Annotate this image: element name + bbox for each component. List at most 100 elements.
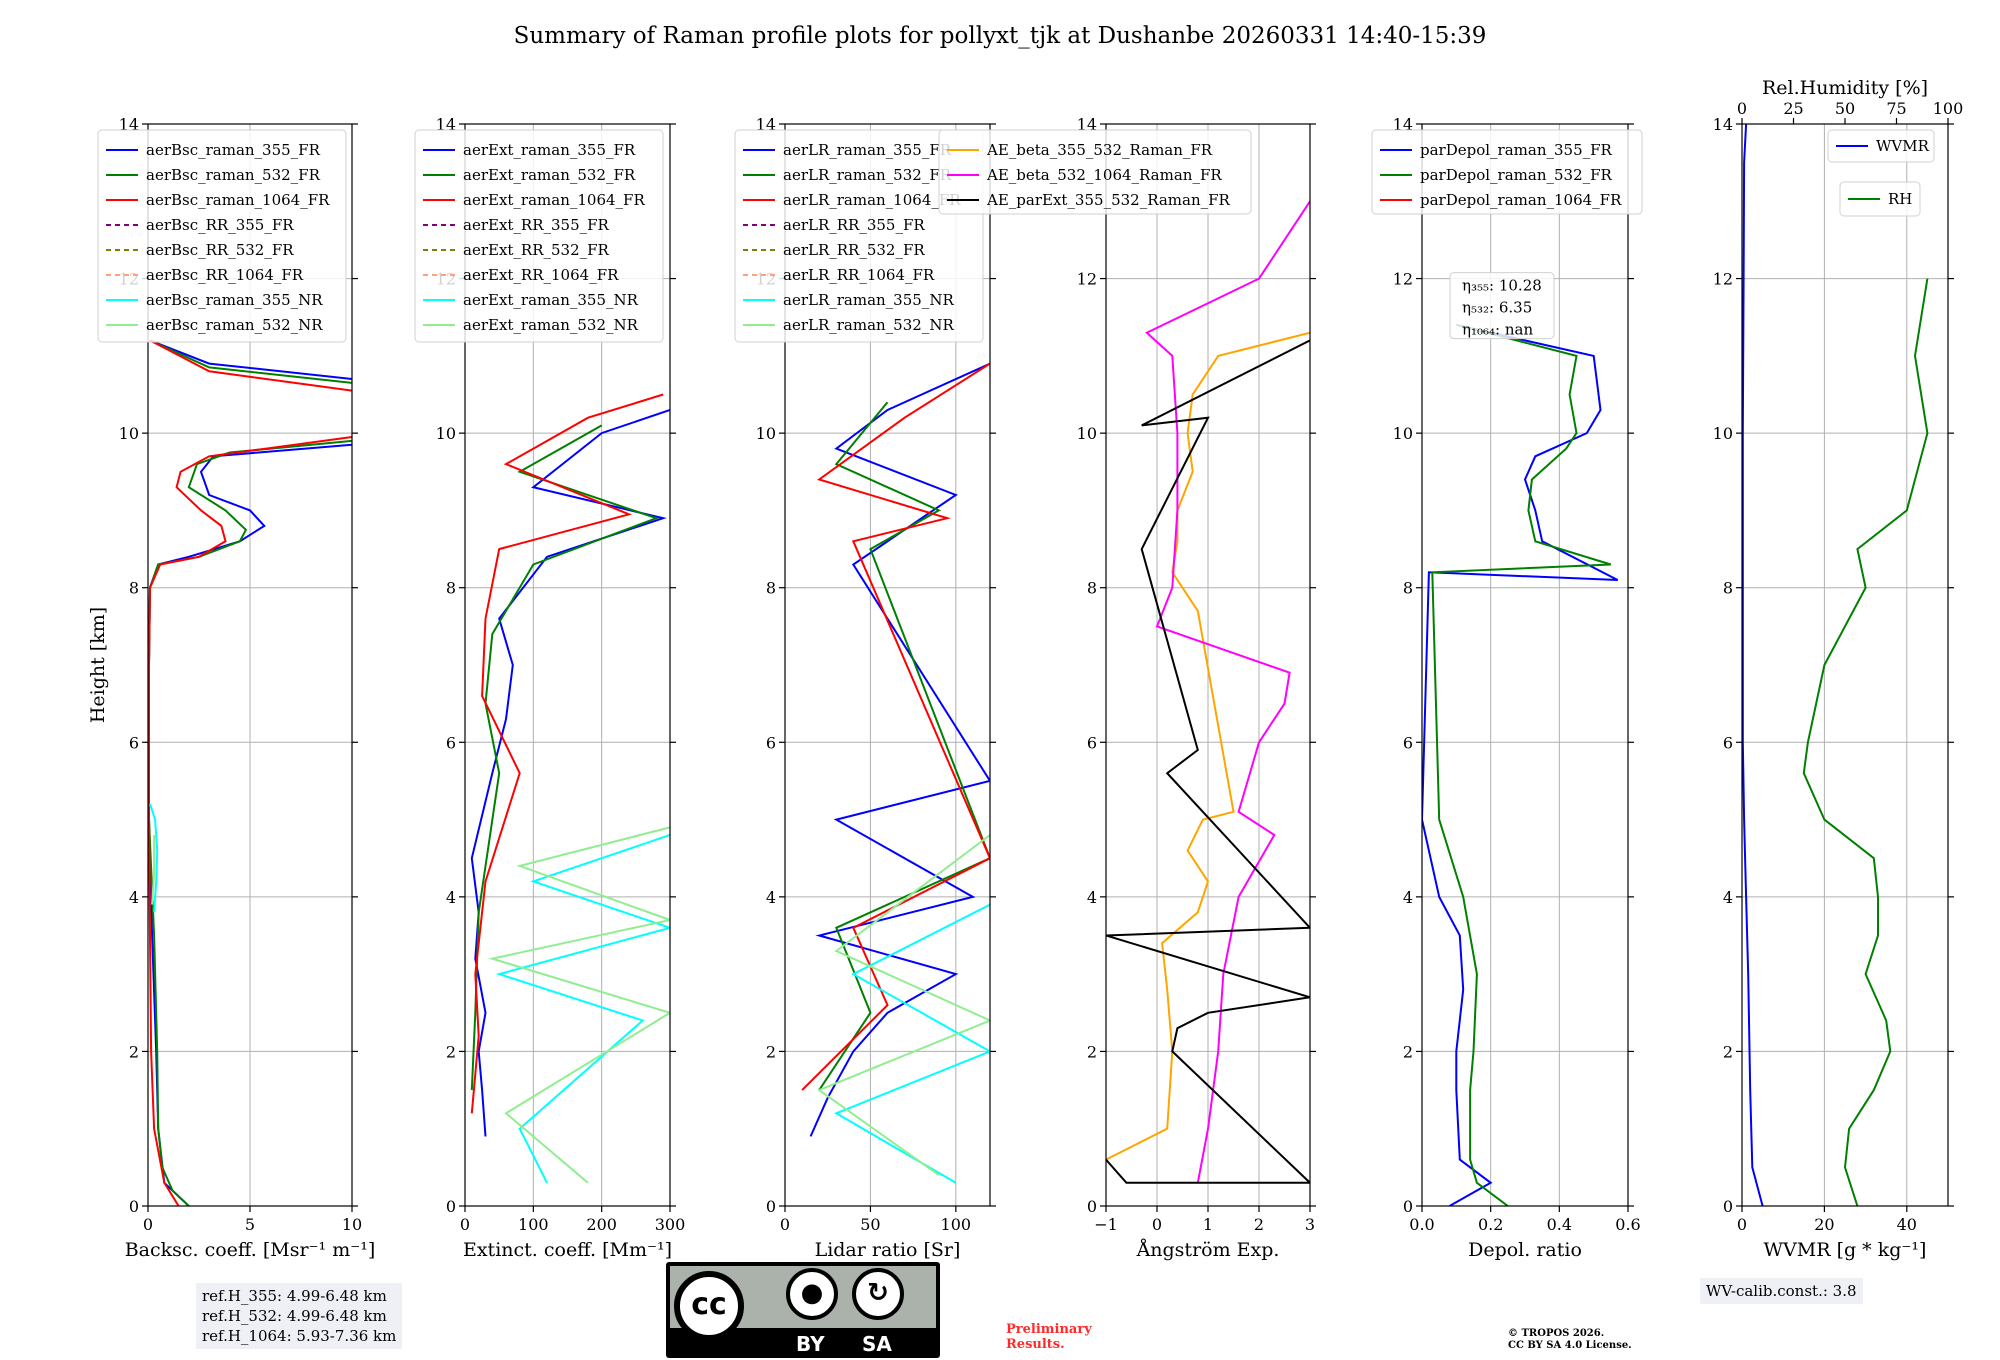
legend-label: aerExt_raman_355_FR: [463, 141, 636, 159]
x-tick-label: 0: [780, 1215, 790, 1234]
copyright-line-1: © TROPOS 2026.: [1508, 1328, 1605, 1339]
preliminary-note: Preliminary Results.: [1006, 1322, 1092, 1352]
x-tick-label: 0: [143, 1215, 153, 1234]
y-tick-label: 0: [1723, 1197, 1733, 1216]
axes-frame: [464, 123, 671, 1207]
x-axis-label: WVMR [g * kg⁻¹]: [1764, 1239, 1927, 1261]
y-tick-label: 8: [1087, 579, 1097, 598]
legend-label: aerBsc_RR_355_FR: [146, 216, 294, 234]
y-tick-label: 8: [129, 579, 139, 598]
legend-label: aerLR_raman_355_NR: [783, 291, 954, 309]
y-tick-label: 4: [1087, 888, 1097, 907]
series-group: [1742, 124, 1929, 1206]
x-tick-label: 0.0: [1409, 1215, 1434, 1234]
y-tick-label: 10: [1077, 424, 1097, 443]
cc-license-badge[interactable]: cc ● ↻ BY SA: [666, 1262, 940, 1358]
x-axis-label: Backsc. coeff. [Msr⁻¹ m⁻¹]: [125, 1239, 376, 1261]
y-tick-label: 6: [1723, 733, 1733, 752]
eta-annotation-box: [1449, 272, 1555, 340]
legend-label: aerBsc_raman_1064_FR: [146, 191, 330, 209]
series-line-aerExt_raman_532_FR: [470, 424, 660, 1091]
share-alike-icon: ↻: [852, 1268, 904, 1320]
y-tick-label: 8: [1403, 579, 1413, 598]
y-tick-label: 14: [1713, 115, 1733, 134]
legend-label: aerBsc_RR_1064_FR: [146, 266, 304, 284]
series-line-aerExt_raman_355_NR: [495, 834, 670, 1184]
y-axis-label: Height [km]: [87, 607, 109, 723]
series-line-RH: [1802, 278, 1929, 1206]
y-tick-label: 4: [1403, 888, 1413, 907]
legend-label: aerExt_RR_355_FR: [463, 216, 610, 234]
legend-label: aerExt_RR_532_FR: [463, 241, 610, 259]
y-tick-label: 6: [129, 733, 139, 752]
y-tick-label: 6: [1087, 733, 1097, 752]
y-tick-label: 10: [1393, 424, 1413, 443]
series-line-aerExt_raman_355_FR: [470, 409, 670, 1137]
y-tick-label: 8: [1723, 579, 1733, 598]
top-x-tick-label: 75: [1886, 99, 1906, 118]
legend-box: [97, 129, 347, 343]
legend-label: aerExt_raman_1064_FR: [463, 191, 645, 209]
figure-title: Summary of Raman profile plots for polly…: [514, 23, 1487, 49]
legend-label: RH: [1888, 190, 1912, 208]
cc-sa-label: SA: [862, 1332, 892, 1356]
panel-lidar_ratio: 02468101214050100Lidar ratio [Sr]aerLR_r…: [734, 115, 996, 1261]
y-tick-label: 8: [446, 579, 456, 598]
series-line-upper-aerBsc_raman_532_FR: [149, 339, 352, 384]
x-axis-label: Lidar ratio [Sr]: [815, 1239, 961, 1261]
x-tick-label: 3: [1305, 1215, 1315, 1234]
series-line-aerLR_raman_355_FR: [809, 362, 990, 1137]
legend-label: aerLR_RR_532_FR: [783, 241, 925, 259]
x-tick-label: 200: [586, 1215, 617, 1234]
x-tick-label: 50: [860, 1215, 880, 1234]
y-tick-label: 0: [1087, 1197, 1097, 1216]
panel-backscatter: 024681012140510Backsc. coeff. [Msr⁻¹ m⁻¹…: [87, 115, 375, 1261]
y-tick-label: 0: [766, 1197, 776, 1216]
cc-logo-icon: cc: [674, 1271, 744, 1341]
series-line-AE_parExt_355_532_Raman_FR: [1106, 339, 1310, 1184]
y-tick-label: 4: [1723, 888, 1733, 907]
series-group: [148, 339, 352, 1206]
y-tick-label: 0: [1403, 1197, 1413, 1216]
y-tick-label: 2: [129, 1042, 139, 1061]
series-line-AE_beta_355_532_Raman_FR: [1106, 331, 1310, 1161]
top-x-tick-label: 50: [1835, 99, 1855, 118]
cc-by-label: BY: [796, 1332, 825, 1356]
x-tick-label: 10: [342, 1215, 362, 1234]
series-line-parDepol_raman_532_FR: [1431, 323, 1612, 1206]
series-line-aerExt_raman_1064_FR: [470, 393, 664, 1114]
y-tick-label: 6: [446, 733, 456, 752]
series-line-upper-aerBsc_raman_355_FR: [149, 339, 352, 380]
legend-label: AE_beta_532_1064_Raman_FR: [986, 166, 1222, 184]
series-line-aerBsc_raman_355_NR: [149, 803, 159, 913]
series-line-aerLR_raman_532_FR: [818, 401, 990, 1091]
legend-label: aerBsc_raman_355_FR: [146, 141, 321, 159]
x-tick-label: 0.2: [1478, 1215, 1503, 1234]
series-group: [801, 362, 990, 1184]
axes-frame: [1421, 123, 1629, 1207]
legend-label: aerBsc_raman_355_NR: [146, 291, 323, 309]
eta-annotation-line: η₅₃₂: 6.35: [1462, 299, 1532, 317]
legend-label: aerLR_raman_355_FR: [783, 141, 952, 159]
x-tick-label: −1: [1094, 1215, 1118, 1234]
panels: 024681012140510Backsc. coeff. [Msr⁻¹ m⁻¹…: [87, 77, 1963, 1261]
grid: [1741, 123, 1948, 1207]
x-tick-label: 100: [941, 1215, 972, 1234]
series-group: [1422, 323, 1619, 1206]
y-tick-label: 4: [766, 888, 776, 907]
y-tick-label: 12: [1393, 270, 1413, 289]
y-tick-label: 8: [766, 579, 776, 598]
eta-annotation-line: η₃₅₅: 10.28: [1462, 277, 1542, 295]
y-tick-label: 14: [1393, 115, 1413, 134]
y-tick-label: 0: [446, 1197, 456, 1216]
y-tick-label: 4: [129, 888, 139, 907]
ref-heights-box: ref.H_355: 4.99-6.48 km ref.H_532: 4.99-…: [196, 1283, 403, 1349]
legend-label: aerExt_raman_532_FR: [463, 166, 636, 184]
y-tick-label: 6: [766, 733, 776, 752]
eta-annotation-line: η₁₀₆₄: nan: [1462, 321, 1533, 339]
x-tick-label: 0.4: [1547, 1215, 1572, 1234]
y-tick-label: 10: [1713, 424, 1733, 443]
legend-box: [414, 129, 664, 343]
